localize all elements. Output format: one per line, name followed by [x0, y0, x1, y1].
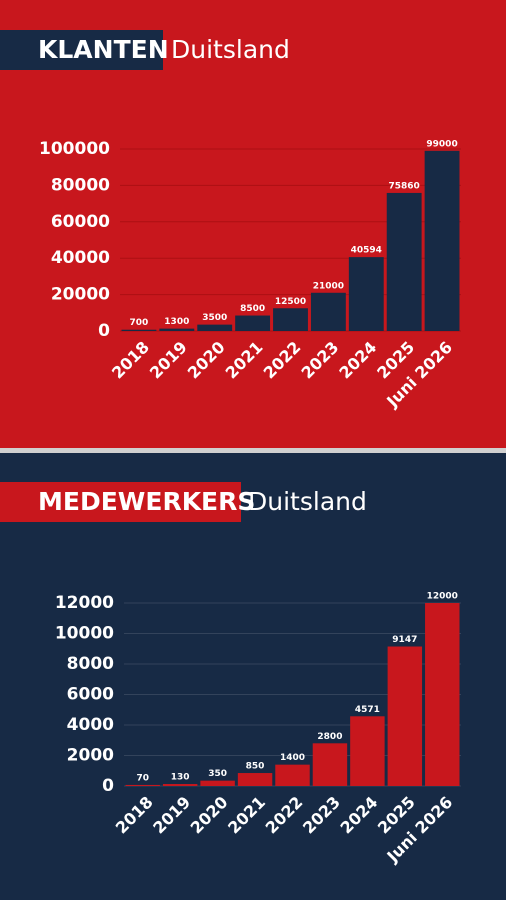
- y-tick-label: 20000: [51, 285, 110, 305]
- bar: [237, 773, 273, 786]
- title-box: [0, 30, 163, 70]
- separator: [0, 448, 506, 453]
- bar: [348, 257, 384, 331]
- chart-subtitle: Duitsland: [248, 487, 367, 516]
- bar: [386, 192, 422, 331]
- y-tick-label: 6000: [67, 685, 114, 705]
- value-label: 3500: [202, 313, 227, 323]
- value-label: 99000: [426, 139, 457, 149]
- value-label: 12000: [427, 592, 458, 602]
- bar: [425, 603, 460, 786]
- title-box: [0, 482, 241, 522]
- value-label: 9147: [392, 635, 417, 645]
- y-tick-label: 80000: [51, 175, 110, 195]
- value-label: 70: [136, 773, 149, 783]
- bar: [162, 784, 198, 786]
- y-tick-label: 2000: [67, 746, 114, 766]
- y-tick-label: 0: [102, 776, 114, 796]
- chart-title: MEDEWERKERS: [38, 487, 255, 516]
- bar: [121, 329, 157, 331]
- bar: [312, 743, 348, 786]
- y-tick-label: 40000: [51, 248, 110, 268]
- y-tick-label: 0: [98, 321, 110, 341]
- bar: [200, 780, 235, 786]
- value-label: 130: [171, 773, 190, 783]
- value-label: 850: [246, 762, 265, 772]
- value-label: 4571: [355, 705, 380, 715]
- bar: [310, 292, 346, 331]
- value-label: 1300: [164, 317, 189, 327]
- value-label: 1400: [280, 753, 305, 763]
- y-tick-label: 60000: [51, 212, 110, 232]
- chart-title: KLANTEN: [38, 35, 169, 64]
- bar: [197, 324, 233, 331]
- bar: [159, 328, 195, 331]
- bar: [424, 150, 460, 331]
- y-tick-label: 100000: [39, 139, 110, 159]
- value-label: 2800: [317, 732, 342, 742]
- bar: [275, 764, 310, 786]
- value-label: 21000: [313, 281, 344, 291]
- value-label: 350: [208, 769, 227, 779]
- bar: [387, 646, 423, 786]
- chart-subtitle: Duitsland: [171, 35, 290, 64]
- y-tick-label: 10000: [55, 624, 114, 644]
- value-label: 12500: [275, 297, 306, 307]
- bar: [125, 784, 160, 786]
- panel-background: [0, 0, 506, 448]
- value-label: 75860: [389, 181, 420, 191]
- value-label: 40594: [351, 246, 382, 256]
- y-tick-label: 8000: [67, 654, 114, 674]
- bar: [350, 716, 385, 786]
- bar: [273, 308, 308, 331]
- y-tick-label: 12000: [55, 593, 114, 613]
- value-label: 8500: [240, 304, 265, 314]
- bar: [235, 315, 271, 331]
- y-tick-label: 4000: [67, 715, 114, 735]
- value-label: 700: [130, 318, 149, 328]
